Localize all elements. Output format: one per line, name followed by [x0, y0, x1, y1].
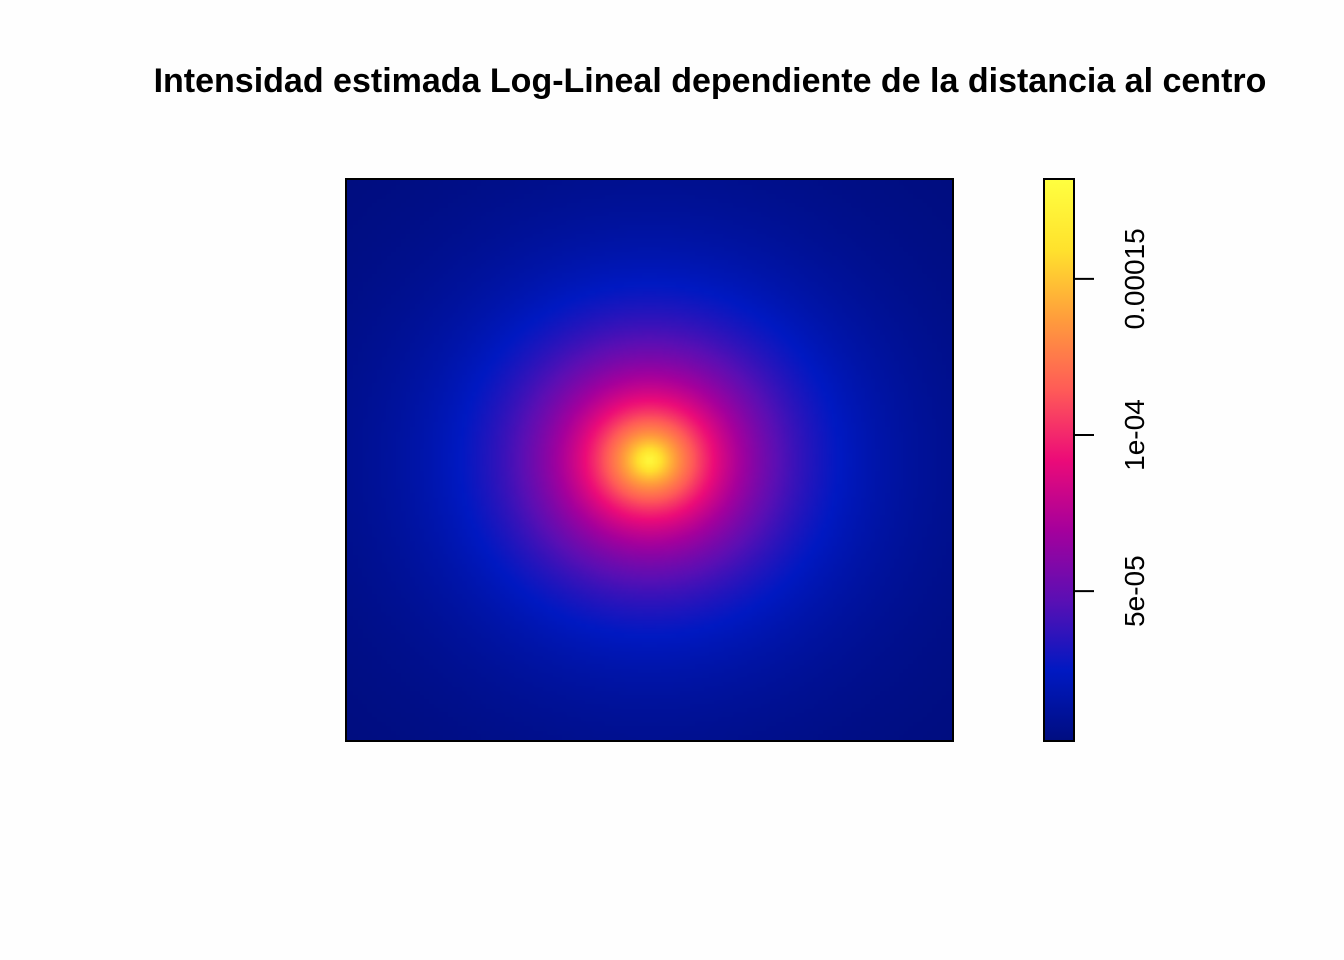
- colorbar-fill: [1043, 178, 1075, 742]
- chart-title: Intensidad estimada Log-Lineal dependien…: [154, 62, 1267, 100]
- heatmap: [346, 179, 953, 741]
- colorbar-tick-label: 5e-05: [1119, 555, 1150, 627]
- plot-frame: [345, 178, 954, 742]
- colorbar-ticks: 5e-05 1e-04 0.00015: [1074, 228, 1150, 627]
- colorbar: [1043, 178, 1075, 742]
- colorbar-tick-label: 0.00015: [1119, 228, 1150, 329]
- heatmap-image: [346, 179, 953, 741]
- colorbar-tick-label: 1e-04: [1119, 399, 1150, 471]
